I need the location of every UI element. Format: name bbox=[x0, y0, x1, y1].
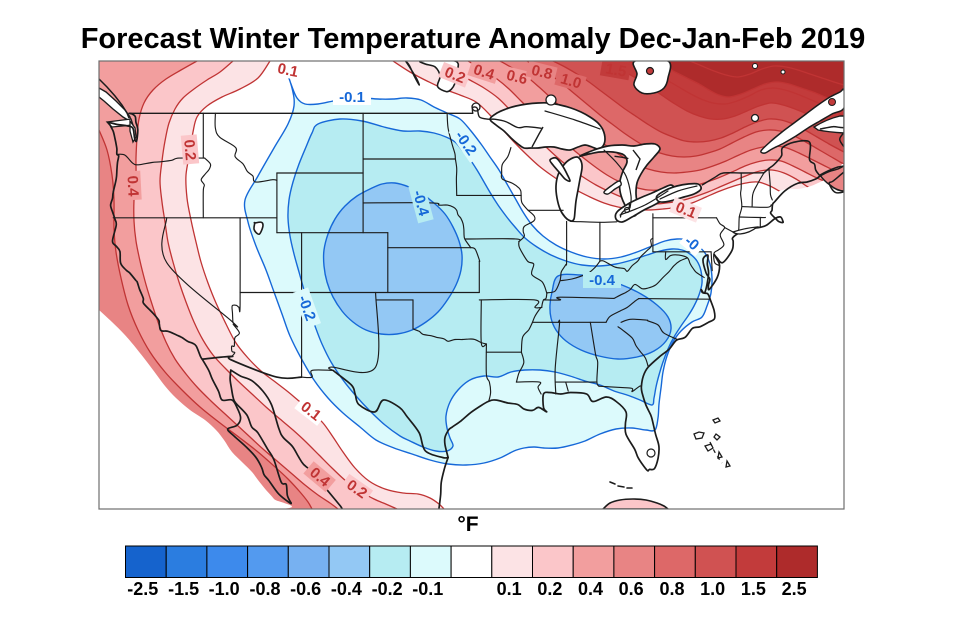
svg-text:-0.4: -0.4 bbox=[409, 188, 432, 218]
svg-text:0.4: 0.4 bbox=[578, 579, 603, 599]
svg-text:0.2: 0.2 bbox=[180, 139, 199, 161]
svg-text:0.8: 0.8 bbox=[659, 579, 684, 599]
svg-text:-1.5: -1.5 bbox=[168, 579, 199, 599]
svg-text:1.0: 1.0 bbox=[700, 579, 725, 599]
svg-text:0.6: 0.6 bbox=[619, 579, 644, 599]
svg-text:0.2: 0.2 bbox=[442, 64, 468, 88]
svg-text:1.5: 1.5 bbox=[604, 60, 627, 80]
svg-text:1.0: 1.0 bbox=[558, 70, 583, 92]
svg-text:2.5: 2.5 bbox=[782, 579, 807, 599]
svg-text:-1.0: -1.0 bbox=[209, 579, 240, 599]
svg-text:-0.6: -0.6 bbox=[290, 579, 321, 599]
svg-text:-0.1: -0.1 bbox=[339, 89, 365, 106]
svg-text:°F: °F bbox=[457, 513, 478, 536]
svg-text:0.4: 0.4 bbox=[123, 175, 141, 197]
svg-text:-0.1: -0.1 bbox=[412, 579, 443, 599]
svg-text:0.2: 0.2 bbox=[537, 579, 562, 599]
svg-text:0.6: 0.6 bbox=[505, 67, 529, 89]
svg-text:-0.4: -0.4 bbox=[331, 579, 362, 599]
svg-text:0.1: 0.1 bbox=[673, 199, 699, 223]
svg-text:0.8: 0.8 bbox=[530, 62, 554, 84]
svg-text:0.1: 0.1 bbox=[276, 60, 300, 81]
svg-text:1.5: 1.5 bbox=[741, 579, 766, 599]
svg-text:0.4: 0.4 bbox=[471, 61, 497, 84]
svg-text:-0.4: -0.4 bbox=[589, 272, 616, 289]
svg-text:-0.8: -0.8 bbox=[249, 579, 280, 599]
svg-text:-0.2: -0.2 bbox=[372, 579, 403, 599]
svg-text:-2.5: -2.5 bbox=[127, 579, 158, 599]
svg-text:Forecast Winter Temperature An: Forecast Winter Temperature Anomaly Dec-… bbox=[81, 23, 866, 55]
svg-text:0.1: 0.1 bbox=[497, 579, 522, 599]
